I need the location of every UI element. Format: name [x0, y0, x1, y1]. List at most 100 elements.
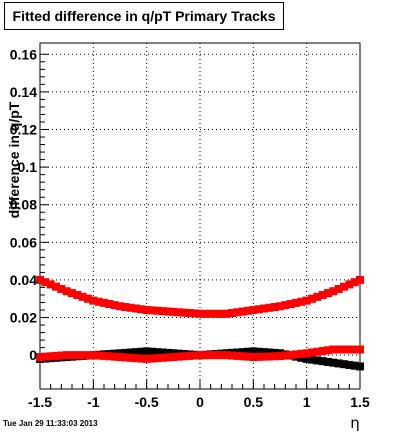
data-point [222, 351, 231, 360]
data-point [105, 352, 114, 361]
series [36, 345, 364, 363]
data-point [334, 345, 343, 354]
data-point [292, 350, 300, 359]
data-point [302, 296, 311, 305]
data-point [73, 290, 82, 299]
data-point [345, 280, 354, 289]
data-point [340, 360, 348, 369]
data-point [350, 345, 359, 354]
data-point [201, 309, 210, 318]
data-point [244, 352, 252, 361]
y-tick-label: 0 [29, 347, 37, 363]
data-point [217, 309, 226, 318]
data-point [185, 309, 194, 318]
data-point [137, 305, 146, 314]
data-point [105, 300, 114, 309]
ticks [39, 53, 361, 389]
data-point [228, 309, 236, 318]
data-point [308, 355, 316, 364]
data-point [270, 352, 279, 361]
data-point [249, 347, 258, 356]
data-point [94, 297, 103, 306]
data-point [84, 294, 92, 303]
data-point [153, 306, 162, 315]
data-point [302, 354, 311, 363]
data-point [297, 297, 306, 306]
x-tick-label: 1.5 [350, 394, 370, 410]
x-axis-label: η [350, 414, 360, 432]
x-tick-label: -0.5 [135, 394, 159, 410]
data-point [334, 359, 343, 368]
data-point [345, 360, 354, 369]
data-point [345, 345, 354, 354]
data-point [196, 351, 204, 360]
data-point [68, 351, 76, 360]
data-point [340, 282, 348, 291]
data-point [281, 351, 290, 360]
data-point [313, 356, 322, 365]
data-point [356, 345, 364, 354]
x-tick-label: 0.5 [244, 394, 264, 410]
y-tick-label: 0.04 [10, 272, 37, 288]
data-point [350, 278, 359, 287]
data-point [94, 351, 103, 360]
data-point [238, 352, 247, 361]
grid [40, 43, 360, 389]
data-point [153, 348, 162, 357]
series [36, 275, 364, 318]
data-point [158, 307, 167, 316]
data-point [158, 353, 167, 362]
data-point [148, 347, 156, 356]
data-point [62, 351, 71, 360]
data-point [110, 301, 119, 310]
data-point [169, 353, 178, 362]
data-point [217, 351, 226, 360]
data-point [318, 357, 327, 366]
data-point [190, 351, 199, 360]
data-point [142, 347, 151, 356]
chart-title: Fitted difference in q/pT Primary Tracks [12, 8, 276, 24]
data-point [276, 302, 284, 311]
data-point [121, 303, 130, 312]
data-point [174, 352, 183, 361]
data-point [238, 307, 247, 316]
data-point [132, 348, 140, 357]
data-point [286, 350, 295, 359]
data-point [260, 348, 268, 357]
data-point [329, 345, 338, 354]
data-point [84, 351, 92, 360]
data-point [148, 306, 156, 315]
data-point [329, 358, 338, 367]
y-tick-label: 0.06 [10, 234, 37, 250]
data-point [244, 306, 252, 315]
data-point [265, 352, 274, 361]
data-point [244, 347, 252, 356]
data-point [228, 351, 236, 360]
data-point [137, 354, 146, 363]
x-tick-label: 0 [196, 394, 204, 410]
data-point [206, 309, 215, 318]
data-point [110, 352, 119, 361]
data-point [324, 289, 332, 298]
data-point [78, 292, 87, 301]
y-tick-label: 0.16 [10, 46, 37, 62]
data-point [206, 351, 215, 360]
y-tick-label: 0.1 [18, 159, 38, 175]
marks [36, 275, 364, 371]
data-point [126, 353, 135, 362]
data-point [329, 287, 338, 296]
data-point [164, 353, 172, 362]
data-point [180, 308, 188, 317]
labels: -1.5 -1 -0.5 0 0.5 1 1.5 0 0.02 0.04 0.06 0.08 0.1 0.… [10, 46, 370, 410]
y-axis-label: difference in q/pT [6, 101, 22, 218]
data-point [57, 351, 66, 360]
data-point [254, 305, 263, 314]
data-point [270, 303, 279, 312]
x-tick-label: -1.5 [28, 394, 52, 410]
data-point [46, 352, 55, 361]
data-point [89, 351, 98, 360]
data-point [249, 306, 258, 315]
data-point [73, 351, 82, 360]
data-point [313, 347, 322, 356]
y-tick-label: 0.12 [10, 122, 37, 138]
